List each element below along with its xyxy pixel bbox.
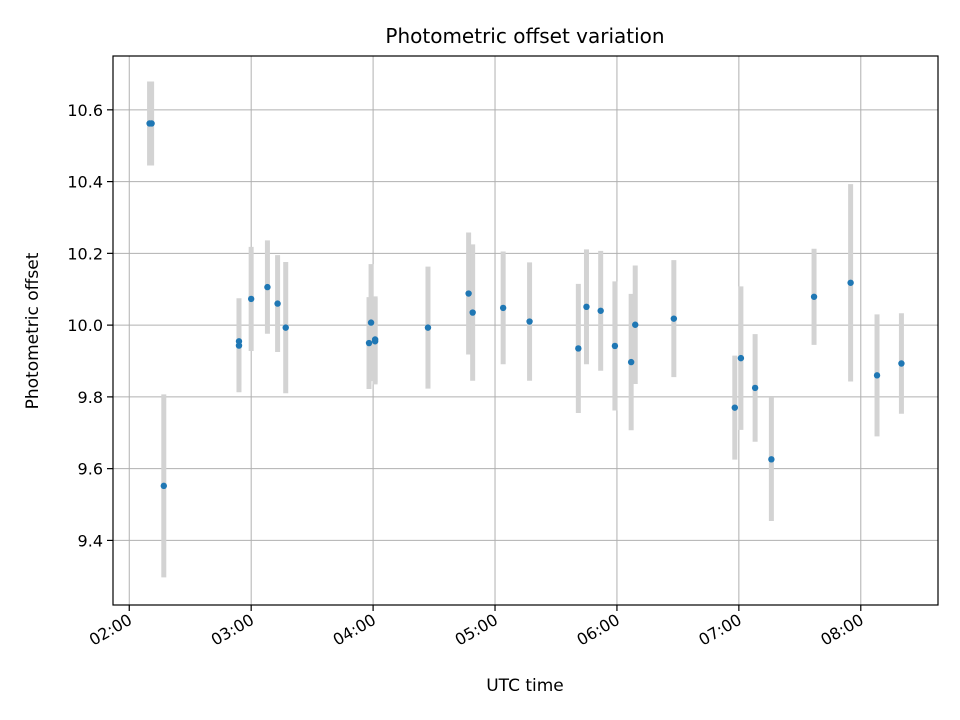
data-point	[768, 456, 775, 463]
data-point	[898, 360, 905, 367]
data-point	[670, 315, 678, 322]
data-point	[371, 336, 379, 343]
data-point	[465, 290, 472, 297]
data-point	[737, 354, 745, 362]
y-tick-label: 9.8	[78, 388, 103, 407]
data-point	[847, 279, 854, 286]
data-point	[751, 384, 759, 392]
data-point	[597, 307, 604, 314]
data-point	[160, 482, 168, 490]
data-point	[235, 338, 243, 345]
plot-frame	[112, 55, 939, 606]
y-tick-label: 10.6	[67, 101, 103, 120]
data-point	[365, 339, 373, 347]
data-point	[499, 304, 507, 312]
x-axis-title: UTC time	[486, 676, 564, 696]
data-point	[873, 372, 881, 379]
data-point	[148, 120, 155, 127]
data-point	[627, 358, 635, 366]
y-tick-label: 10.0	[67, 316, 103, 335]
y-axis-title: Photometric offset	[23, 252, 43, 409]
y-tick-label: 9.6	[78, 460, 103, 479]
chart-title: Photometric offset variation	[385, 24, 664, 48]
data-point	[526, 318, 533, 325]
data-points	[146, 120, 905, 490]
y-tick-label: 10.4	[67, 173, 103, 192]
data-point	[575, 345, 582, 352]
data-point	[731, 404, 738, 411]
data-point	[469, 309, 476, 316]
data-point	[247, 295, 255, 303]
data-point	[424, 324, 432, 331]
data-point	[264, 283, 271, 291]
data-point	[274, 300, 281, 307]
y-tick-label: 9.4	[78, 531, 103, 550]
data-point	[810, 293, 818, 300]
data-point	[632, 321, 639, 328]
data-point	[611, 342, 619, 350]
data-point	[367, 319, 375, 326]
data-point	[282, 324, 289, 331]
y-tick-label: 10.2	[67, 244, 103, 263]
data-point	[583, 303, 590, 311]
